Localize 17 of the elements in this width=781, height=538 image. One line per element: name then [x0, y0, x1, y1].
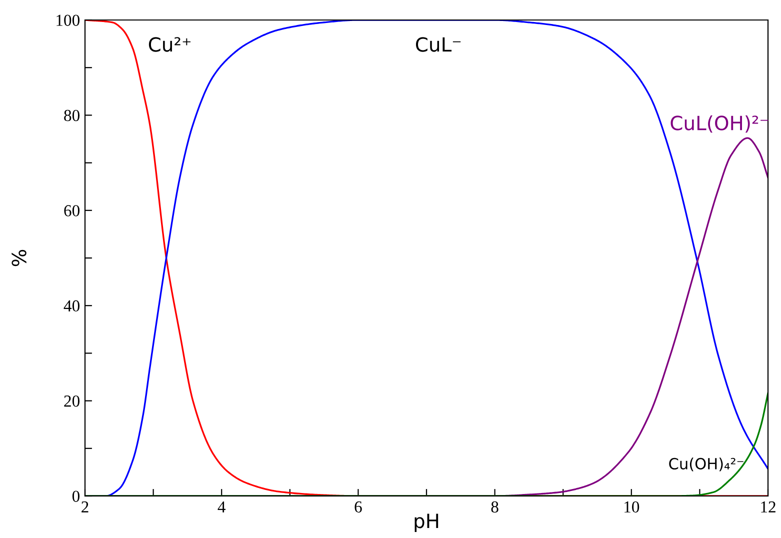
x-tick-label: 12 — [761, 501, 776, 512]
y-axis-title: % — [12, 250, 26, 266]
x-tick-label: 8 — [491, 501, 498, 513]
y-tick-label: 0 — [72, 490, 80, 502]
x-tick-label: 10 — [624, 501, 640, 513]
x-tick-label: 6 — [354, 501, 362, 513]
series-label: CuL⁻ — [416, 37, 461, 52]
series-label: Cu(OH)₄²⁻ — [669, 458, 744, 472]
y-tick-label: 100 — [56, 14, 80, 26]
x-axis-title: pH — [414, 514, 438, 532]
y-tick-label: 60 — [64, 205, 80, 216]
series-label: Cu²⁺ — [148, 37, 190, 52]
y-tick-label: 80 — [64, 110, 80, 122]
y-tick-label: 20 — [64, 396, 80, 407]
y-tick-label: 40 — [64, 300, 80, 312]
x-tick-label: 2 — [82, 501, 88, 512]
x-tick-label: 4 — [218, 501, 226, 512]
